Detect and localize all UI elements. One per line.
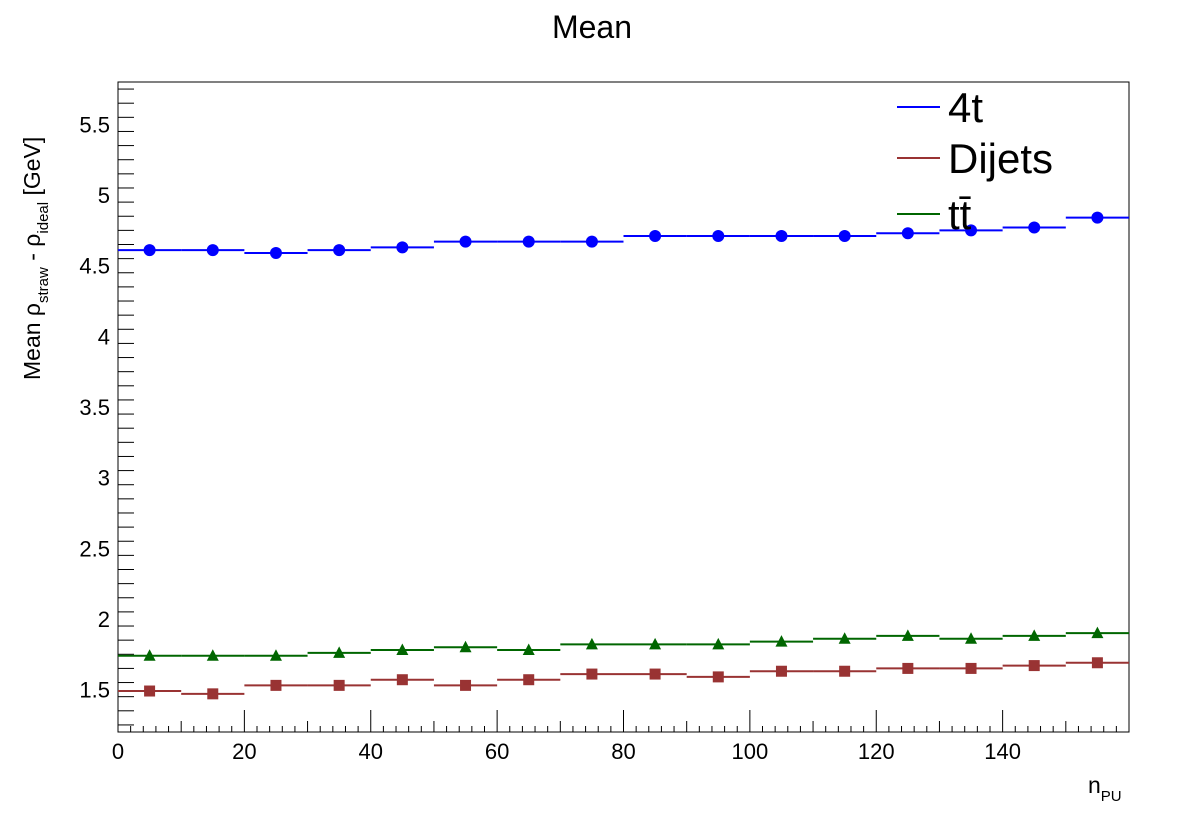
y-axis-label-part: - ρ	[19, 234, 45, 268]
data-point	[206, 244, 219, 257]
data-point	[1028, 660, 1040, 672]
chart-title: Mean	[552, 9, 632, 45]
data-point	[902, 662, 914, 674]
x-tick-label: 0	[112, 739, 124, 764]
x-tick-label: 40	[359, 739, 383, 764]
data-point	[901, 227, 914, 240]
y-tick-label: 3	[98, 466, 110, 491]
data-point	[333, 244, 346, 257]
y-axis-label-part: Mean ρ	[19, 303, 45, 380]
data-point	[1091, 657, 1103, 669]
data-point	[965, 662, 977, 674]
data-point	[712, 230, 725, 243]
x-tick-label: 120	[858, 739, 895, 764]
legend-label: tt̄	[948, 191, 972, 238]
y-tick-label: 5.5	[79, 112, 110, 137]
y-tick-label: 1.5	[79, 678, 110, 703]
data-point	[965, 632, 978, 644]
data-point	[333, 646, 346, 658]
data-point	[838, 632, 851, 644]
data-point	[775, 665, 787, 677]
x-tick-label: 20	[232, 739, 256, 764]
series-0	[118, 211, 1129, 259]
data-point	[712, 637, 725, 650]
y-tick-label: 4.5	[79, 254, 110, 279]
y-tick-label: 2	[98, 607, 110, 632]
data-point	[838, 230, 851, 243]
x-tick-label: 140	[984, 739, 1021, 764]
data-point	[1091, 211, 1104, 224]
data-point	[143, 649, 156, 661]
x-axis-label: nPU	[1088, 772, 1122, 805]
data-point	[965, 224, 978, 237]
legend-label: 4t	[948, 84, 983, 131]
y-axis-label-sub: straw	[35, 267, 52, 303]
y-axis-label: Mean ρstraw - ρideal [GeV]	[19, 137, 52, 380]
data-point	[649, 668, 661, 680]
data-point	[775, 230, 788, 243]
data-point	[1028, 221, 1041, 234]
data-point	[459, 640, 472, 653]
data-point	[712, 671, 724, 683]
y-tick-label: 5	[98, 183, 110, 208]
data-point	[522, 235, 535, 248]
data-point	[459, 235, 472, 248]
data-point	[585, 637, 598, 650]
x-tick-label: 100	[732, 739, 769, 764]
series-1	[118, 657, 1129, 700]
series-layer	[118, 211, 1129, 700]
data-point	[396, 643, 409, 656]
data-point	[206, 649, 219, 661]
x-axis-label-main: n	[1088, 772, 1101, 798]
data-point	[1028, 629, 1041, 641]
data-point	[270, 679, 282, 691]
x-axis: 0 20 40 60 80 100 120 140	[112, 710, 1117, 764]
data-point	[839, 665, 851, 677]
y-axis: 1.5 2 2.5 3 3.5 4 4.5 5 5.5	[79, 88, 134, 726]
data-point	[522, 643, 535, 656]
data-point	[396, 241, 409, 254]
y-axis-label-sub: ideal	[35, 202, 52, 234]
data-point	[901, 629, 914, 641]
data-point	[775, 635, 788, 647]
legend-label: Dijets	[948, 135, 1053, 182]
series-2	[118, 626, 1129, 661]
data-point	[523, 674, 535, 686]
x-axis-label-sub: PU	[1101, 788, 1122, 805]
data-point	[207, 688, 219, 700]
data-point	[269, 246, 282, 259]
data-point	[460, 679, 472, 691]
x-tick-label: 80	[611, 739, 635, 764]
data-point	[396, 674, 408, 686]
data-point	[269, 649, 282, 661]
data-point	[649, 637, 662, 650]
data-point	[586, 668, 598, 680]
data-point	[585, 235, 598, 248]
y-axis-label-part: [GeV]	[19, 137, 45, 202]
data-point	[649, 230, 662, 243]
data-point	[144, 685, 156, 697]
data-point	[333, 679, 345, 691]
y-tick-label: 3.5	[79, 395, 110, 420]
data-point	[143, 244, 156, 257]
y-tick-label: 2.5	[79, 536, 110, 561]
y-tick-label: 4	[98, 324, 110, 349]
data-point	[1091, 626, 1104, 639]
x-tick-label: 60	[485, 739, 509, 764]
